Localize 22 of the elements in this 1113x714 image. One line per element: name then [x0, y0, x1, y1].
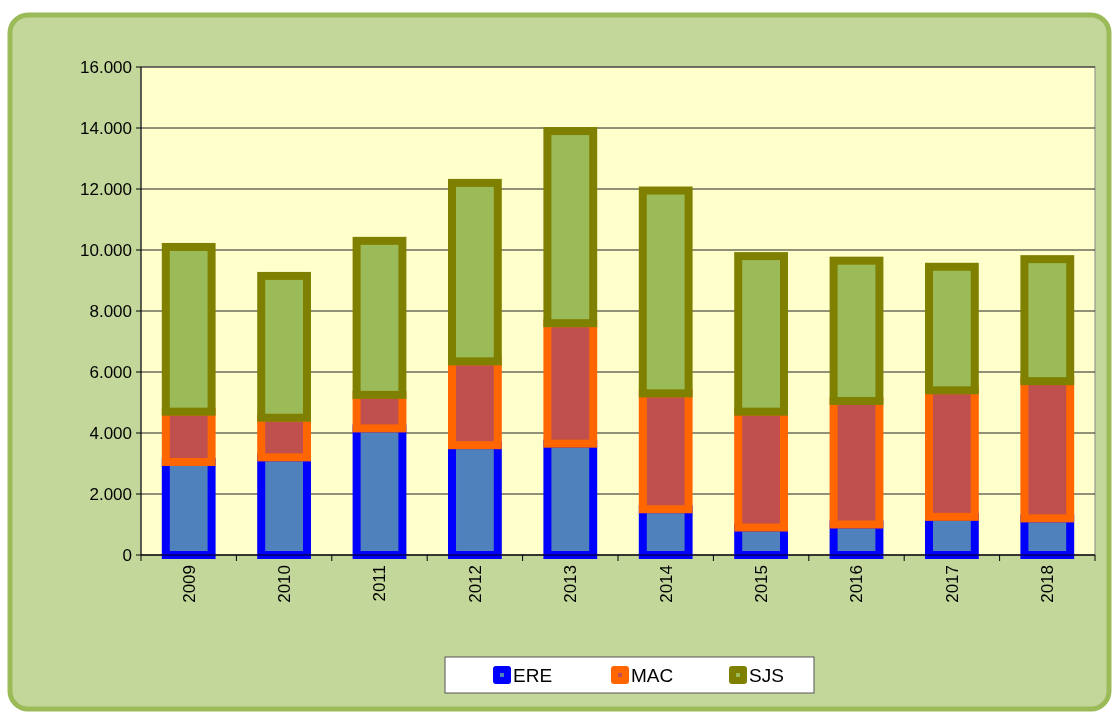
y-tick-label: 16.000	[80, 57, 132, 77]
y-tick-label: 4.000	[89, 423, 132, 443]
y-tick-label: 0	[122, 545, 132, 565]
x-tick-label: 2015	[752, 565, 772, 603]
y-tick-label: 12.000	[80, 179, 132, 199]
x-tick-label: 2009	[179, 565, 199, 603]
x-tick-label: 2016	[847, 565, 867, 603]
x-tick-label: 2012	[465, 565, 485, 603]
y-tick-label: 10.000	[80, 240, 132, 260]
x-tick-label: 2013	[561, 565, 581, 603]
y-tick-label: 14.000	[80, 118, 132, 138]
legend-label: SJS	[749, 664, 784, 686]
y-tick-label: 2.000	[89, 484, 132, 504]
x-tick-label: 2017	[942, 565, 962, 603]
y-tick-label: 6.000	[89, 362, 132, 382]
legend-label: ERE	[513, 664, 553, 686]
x-tick-label: 2014	[656, 565, 676, 603]
legend-label: MAC	[631, 664, 674, 686]
x-tick-label: 2011	[370, 565, 390, 602]
x-tick-label: 2018	[1038, 565, 1058, 603]
y-tick-label: 8.000	[89, 301, 132, 321]
x-tick-label: 2010	[275, 565, 295, 603]
